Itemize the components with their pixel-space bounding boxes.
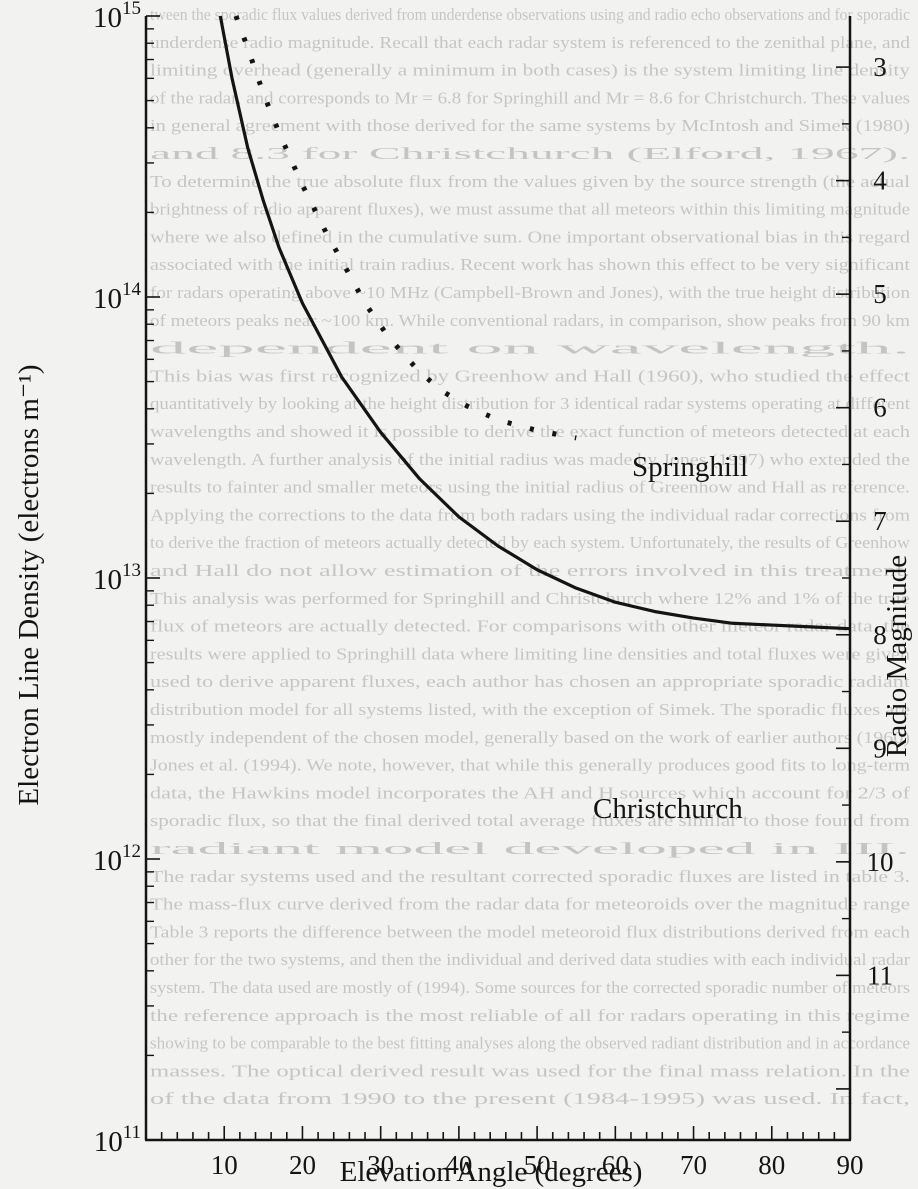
y2-tick-label: 3 xyxy=(873,52,887,82)
background-text-line: radiant model developed in III. xyxy=(150,839,910,858)
background-text-line: results to fainter and smaller meteors u… xyxy=(150,478,910,497)
background-text-line: associated with the initial train radius… xyxy=(150,255,910,274)
background-text-line: and 8.3 for Christchurch (Elford, 1967). xyxy=(150,144,910,163)
y2-tick-label: 6 xyxy=(873,393,887,423)
x-tick-label: 30 xyxy=(367,1150,394,1180)
y2-tick-label: 8 xyxy=(873,620,887,650)
y-tick-label: 1013 xyxy=(93,560,141,596)
background-text-line: limiting overhead (generally a minimum i… xyxy=(150,61,911,80)
background-text-line: in general agreement with those derived … xyxy=(150,116,910,135)
y-tick-label: 1015 xyxy=(93,0,141,34)
background-text-line: quantitatively by looking at the height … xyxy=(150,394,910,413)
background-text-line: used to derive apparent fluxes, each aut… xyxy=(150,672,910,691)
series-line-springhill xyxy=(233,15,577,441)
background-text-line: where we also defined in the cumulative … xyxy=(150,227,911,246)
x-axis-title: Elevation Angle (degrees) xyxy=(340,1156,643,1188)
x-tick-label: 10 xyxy=(211,1150,238,1180)
y2-axis-title: Radio Magnitude xyxy=(881,555,913,757)
background-text-line: Table 3 reports the difference between t… xyxy=(150,922,911,941)
background-text-line: Jones et al. (1994). We note, however, t… xyxy=(150,756,910,775)
ticks xyxy=(145,15,851,1141)
y2-tick-label: 9 xyxy=(873,733,887,763)
x-tick-label: 20 xyxy=(289,1150,316,1180)
y2-tick-label: 10 xyxy=(867,847,894,877)
background-text-line: wavelengths and showed it is possible to… xyxy=(150,422,911,441)
background-text-line: other for the two systems, and then the … xyxy=(150,950,910,969)
background-text-line: mostly independent of the chosen model, … xyxy=(150,728,910,747)
background-text-line: sporadic flux, so that the final derived… xyxy=(150,811,910,830)
background-text-line: tween the sporadic flux values derived f… xyxy=(150,5,910,24)
y-tick-exponent: 13 xyxy=(122,560,141,581)
background-text-line: data, the Hawkins model incorporates the… xyxy=(150,783,910,802)
background-text-line: The mass-flux curve derived from the rad… xyxy=(150,895,910,914)
y-tick-exponent: 15 xyxy=(122,0,141,19)
background-text-line: results were applied to Springhill data … xyxy=(150,644,911,663)
x-tick-label: 80 xyxy=(758,1150,785,1180)
y-tick-base: 10 xyxy=(93,564,122,596)
y-tick-exponent: 14 xyxy=(122,279,142,300)
y-tick-exponent: 11 xyxy=(123,1122,141,1143)
series-label-springhill: Springhill xyxy=(632,451,748,483)
x-tick-label: 60 xyxy=(602,1150,629,1180)
x-tick-label: 70 xyxy=(680,1150,707,1180)
background-text-line: and Hall do not allow estimation of the … xyxy=(150,561,910,580)
y2-tick-label: 11 xyxy=(867,960,893,990)
y2-tick-label: 4 xyxy=(873,166,887,196)
y-tick-base: 10 xyxy=(94,1126,123,1158)
x-tick-label: 50 xyxy=(524,1150,551,1180)
series-label-christchurch: Christchurch xyxy=(593,793,743,825)
y-tick-label: 1012 xyxy=(93,841,141,877)
y-axis-title: Electron Line Density (electrons m⁻¹) xyxy=(13,364,45,805)
background-text-line: Applying the corrections to the data fro… xyxy=(150,505,910,524)
background-text-line: brightness of radio apparent fluxes), we… xyxy=(150,200,910,219)
background-text: tween the sporadic flux values derived f… xyxy=(150,5,911,1108)
y-tick-exponent: 12 xyxy=(122,841,141,862)
y-tick-label: 1014 xyxy=(93,279,142,315)
background-text-line: distribution model for all systems liste… xyxy=(150,700,910,719)
background-text-line: the reference approach is the most relia… xyxy=(150,1006,910,1025)
background-text-line: The radar systems used and the resultant… xyxy=(150,867,910,886)
series-group xyxy=(218,15,851,631)
series-line-christchurch xyxy=(218,15,851,631)
background-text-line: for radars operating above ~10 MHz (Camp… xyxy=(150,283,911,302)
chart-area: 10 20 30 40 50 60 70 80 901011101210131014101534… xyxy=(13,0,913,1188)
background-text-line: dependent on wavelength. xyxy=(150,339,910,358)
background-text-line: system. The data used are mostly of (199… xyxy=(150,978,910,997)
labels: 10 20 30 40 50 60 70 80 901011101210131014101534… xyxy=(13,0,913,1188)
y2-tick-label: 5 xyxy=(873,279,887,309)
background-text-line: of the data from 1990 to the present (19… xyxy=(150,1089,910,1108)
background-text-line: This bias was first recognized by Greenh… xyxy=(150,366,910,385)
background-text-line: of the radar, and corresponds to Mr = 6.… xyxy=(150,88,910,107)
background-text-line: To determine the true absolute flux from… xyxy=(150,172,910,191)
x-tick-label: 40 xyxy=(445,1150,472,1180)
background-text-line: This analysis was performed for Springhi… xyxy=(150,589,910,608)
background-text-line: masses. The optical derived result was u… xyxy=(150,1061,910,1080)
y2-tick-label: 7 xyxy=(873,506,887,536)
background-text-line: underdense radio magnitude. Recall that … xyxy=(150,33,911,52)
y-tick-base: 10 xyxy=(93,845,122,877)
y-tick-base: 10 xyxy=(93,2,122,34)
y-tick-label: 1011 xyxy=(94,1122,141,1158)
background-text-line: wavelength. A further analysis of the in… xyxy=(150,450,910,469)
x-tick-label: 90 xyxy=(837,1150,864,1180)
background-text-line: showing to be comparable to the best fit… xyxy=(150,1034,910,1053)
background-text-line: to derive the fraction of meteors actual… xyxy=(150,533,911,552)
background-text-line: of meteors peaks near ~100 km. While con… xyxy=(150,311,910,330)
y-tick-base: 10 xyxy=(93,283,122,315)
